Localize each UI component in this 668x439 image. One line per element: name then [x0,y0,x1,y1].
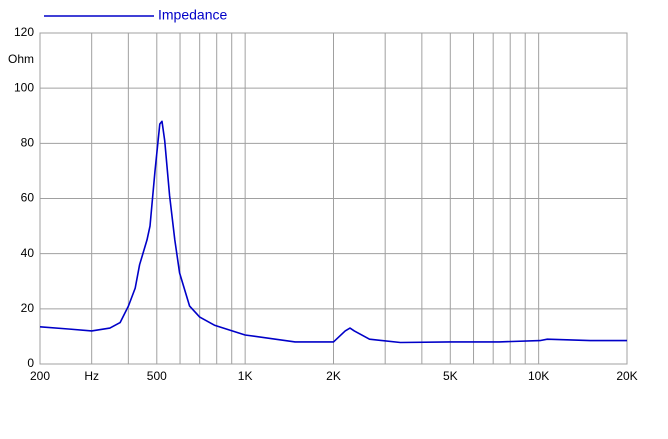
y-tick-label: 60 [21,191,35,205]
x-tick-label: 20K [616,369,637,383]
x-tick-label: 2K [326,369,341,383]
y-tick-label: 100 [14,80,34,94]
x-tick-label: 500 [147,369,167,383]
y-tick-label: 80 [21,136,35,150]
x-tick-label: 10K [528,369,549,383]
y-tick-label: 40 [21,246,35,260]
y-tick-label: 120 [14,25,34,39]
x-tick-label: 1K [238,369,253,383]
x-tick-label: 200 [30,369,50,383]
y-tick-label: 0 [27,356,34,370]
legend-label: Impedance [158,7,227,23]
x-tick-label: 5K [443,369,458,383]
y-tick-label: 20 [21,301,35,315]
line [39,120,627,344]
x-tick-label: Hz [84,369,99,383]
plot-frame [39,32,628,365]
y-axis-label: Ohm [8,52,34,66]
